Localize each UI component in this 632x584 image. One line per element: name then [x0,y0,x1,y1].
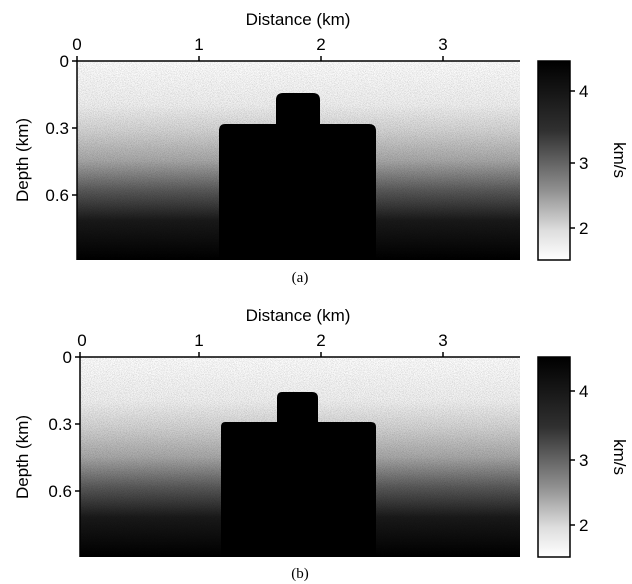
colorbar-tick-label: 2 [579,219,588,238]
colorbar-tick-label: 2 [579,516,588,535]
colorbar-label: km/s [610,439,629,475]
colorbar: 4 3 2 km/s [537,60,629,261]
colorbar-label: km/s [610,142,629,178]
axes-frame [72,56,520,260]
y-tick-label: 0.3 [45,119,69,138]
colorbar-tick-label: 3 [579,154,588,173]
y-axis-title: Depth (km) [13,118,32,202]
x-axis-title: Distance (km) [246,306,351,325]
y-tick-label: 0.3 [48,415,72,434]
x-tick-labels: 0 1 2 3 [77,331,447,350]
velocity-image [80,357,520,557]
x-tick-label: 0 [77,331,86,350]
x-tick-label: 1 [194,35,203,54]
x-tick-label: 0 [72,35,81,54]
panel-caption: (b) [291,566,309,582]
panel-b: Distance (km) 0 1 2 3 0 0.3 [13,306,629,582]
x-tick-label: 2 [316,35,325,54]
panel-a: Distance (km) 0 1 2 3 0 [13,10,629,286]
axes-frame [75,352,520,557]
y-tick-labels: 0 0.3 0.6 [48,348,72,501]
panel-caption: (a) [292,270,309,286]
y-tick-labels: 0 0.3 0.6 [45,52,69,205]
colorbar-tick-label: 4 [579,382,588,401]
x-tick-label: 3 [438,331,447,350]
colorbar-tick-label: 4 [579,82,588,101]
salt-body [219,93,376,214]
x-tick-label: 2 [316,331,325,350]
y-tick-label: 0.6 [45,186,69,205]
colorbar: 4 3 2 km/s [537,356,629,558]
y-axis-title: Depth (km) [13,415,32,499]
salt-body [221,392,376,512]
colorbar-tick-label: 3 [579,451,588,470]
x-axis-title: Distance (km) [246,10,351,29]
x-tick-labels: 0 1 2 3 [72,35,447,54]
y-tick-label: 0.6 [48,482,72,501]
y-tick-label: 0 [63,348,72,367]
y-tick-label: 0 [60,52,69,71]
x-tick-label: 1 [194,331,203,350]
x-tick-label: 3 [438,35,447,54]
velocity-image [77,61,520,260]
